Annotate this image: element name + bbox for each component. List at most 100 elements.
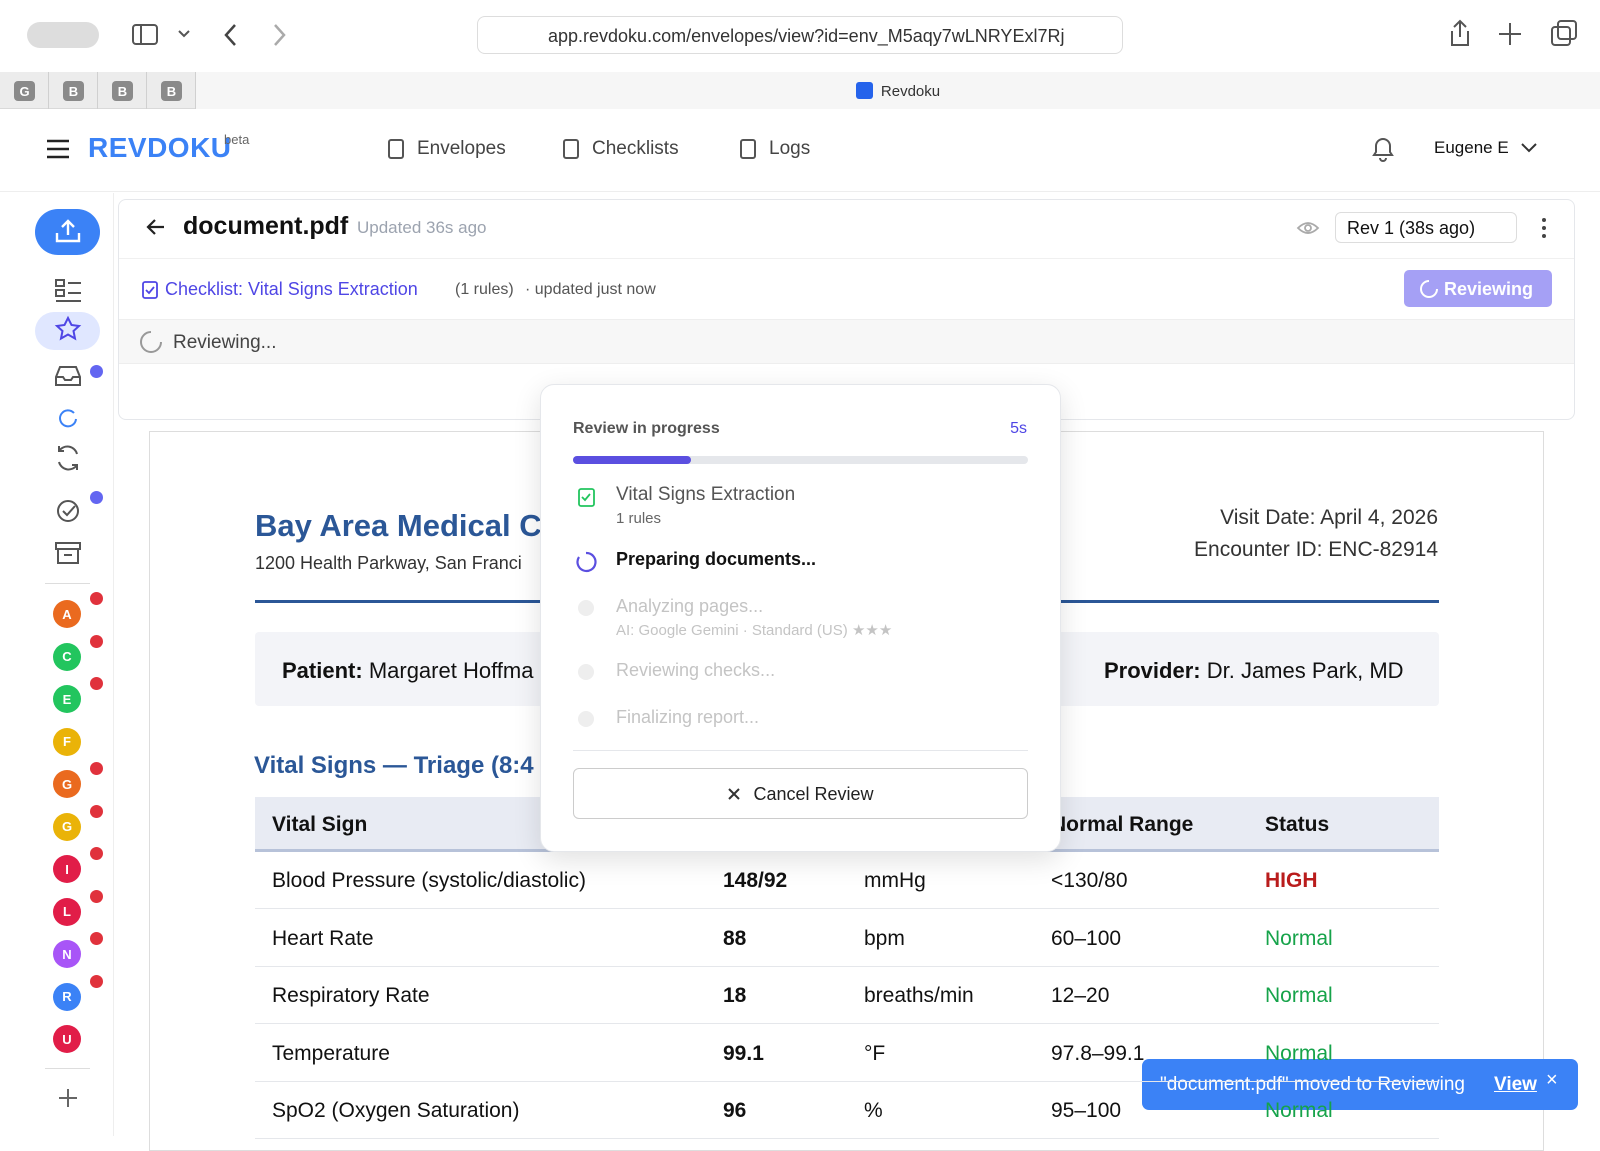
table-cell: 95–100 [1051,1099,1122,1122]
cancel-button[interactable]: Cancel Review [573,768,1028,819]
avatar[interactable]: F [53,727,81,756]
view-icon[interactable] [1296,216,1356,240]
divider [45,1068,90,1069]
notification-dot [90,677,103,690]
active-tab[interactable]: Revdoku [196,72,1600,109]
progress-track [573,456,1028,464]
checklist-name: Vital Signs Extraction [248,279,418,299]
notification-dot [90,762,103,775]
status-bar [119,319,1574,364]
table-row: Respiratory Rate 18 breaths/min 12–20 Normal [255,967,1439,1024]
table-cell: Heart Rate [272,926,374,950]
notification-dot [90,592,103,605]
avatar[interactable]: R [53,982,81,1011]
pinned-tab[interactable] [0,72,49,109]
beta-badge: beta [224,132,250,147]
add-icon[interactable] [56,1086,80,1110]
patient: Patient: Margaret Hoffma [282,658,533,684]
avatar[interactable]: G [53,770,81,798]
checklist-icon [142,281,158,299]
table-row: Heart Rate 88 bpm 60–100 Normal [255,910,1439,967]
cancel-label: Cancel Review [753,784,874,804]
sidebar-toggle[interactable] [27,22,99,48]
avatar[interactable]: E [53,685,81,713]
divider [45,583,90,584]
updated-time: Updated 36s ago [357,218,487,237]
back-icon[interactable] [144,215,168,239]
table-cell: 97.8–99.1 [1051,1041,1145,1065]
provider-name: Dr. James Park, MD [1206,658,1404,683]
toast-close[interactable]: × [1546,1069,1558,1091]
column-header: Normal Range [1051,813,1194,836]
table-cell: 60–100 [1051,926,1122,950]
spinner [140,331,162,353]
sidebar-icons [54,279,82,564]
notification-dot [90,974,103,988]
provider: Provider: Dr. James Park, MD [1104,658,1404,684]
notification-dot [90,847,103,860]
avatar[interactable]: C [53,642,81,671]
logo[interactable]: REVDOKU [88,132,232,163]
revision-select[interactable]: Rev 1 (38s ago) [1335,212,1517,243]
nav-icon [563,139,579,159]
avatar[interactable]: U [53,1025,81,1053]
spinner [576,551,597,573]
org-address: 1200 Health Parkway, San Franci [255,553,522,573]
avatar[interactable]: A [53,600,81,628]
toast-link[interactable]: View [1494,1074,1537,1095]
section-title: Vital Signs — Triage (8:4 [254,752,534,779]
model: AI: Google Gemini · Standard (US) [616,622,848,639]
step-pending: Analyzing pages... [616,596,764,616]
divider [119,258,1574,259]
bell-icon[interactable] [1370,135,1396,163]
address-bar[interactable]: app.revdoku.com/envelopes/view?id=env_M5… [477,16,1123,54]
tab-title: Revdoku [880,83,941,100]
nav-link[interactable]: Checklists [592,138,679,159]
table-cell: Normal [1265,926,1333,950]
table-row: SpO2 (Oxygen Saturation) 96% 95–100 Normal [255,1082,1439,1139]
nav-icons [132,24,286,46]
table-cell: Temperature [272,1041,390,1065]
table-cell: Blood Pressure (systolic/diastolic) [272,869,586,892]
table-cell: <130/80 [1051,869,1128,892]
column-header: Status [1265,813,1330,836]
user-menu[interactable]: Eugene E [1434,138,1509,157]
filename: document.pdf [183,212,349,240]
table-cell: SpO2 (Oxygen Saturation) [272,1099,520,1122]
reviewing-button[interactable]: Reviewing [1404,270,1552,307]
avatar[interactable]: L [53,897,81,926]
divider [573,750,1028,751]
browser-actions [1451,19,1577,46]
status-text: Reviewing... [173,332,277,353]
nav-link[interactable]: Envelopes [417,138,506,159]
table-cell: 96 [723,1099,747,1122]
step-dot [578,600,594,616]
step-active: Preparing documents... [616,549,817,569]
pinned-tab[interactable] [98,72,147,109]
avatar[interactable]: G [53,812,81,841]
nav-link[interactable]: Logs [769,138,811,159]
table-cell: 99.1 [723,1041,764,1065]
pinned-tab[interactable] [147,72,196,109]
more-icon[interactable] [1541,217,1547,239]
table-cell: breaths/min [864,984,974,1007]
favicon [855,82,873,99]
checklist-icon [578,488,595,507]
pinned-tab-icon: G [14,81,35,101]
app-header [0,110,1600,192]
avatar[interactable]: I [53,855,81,883]
notification-dot [90,491,103,504]
pinned-tab[interactable] [49,72,98,109]
avatar[interactable]: N [53,940,81,968]
spinner [1420,280,1438,298]
table-cell: bpm [864,926,905,950]
notification-dot [90,932,103,945]
checklist-link[interactable]: Checklist: Vital Signs Extraction [165,279,418,300]
notification-dot [90,634,103,648]
table-cell: 18 [723,984,747,1007]
org-name: Bay Area Medical C [255,508,542,543]
table-cell: HIGH [1265,869,1318,892]
menu-icon[interactable] [46,139,70,159]
